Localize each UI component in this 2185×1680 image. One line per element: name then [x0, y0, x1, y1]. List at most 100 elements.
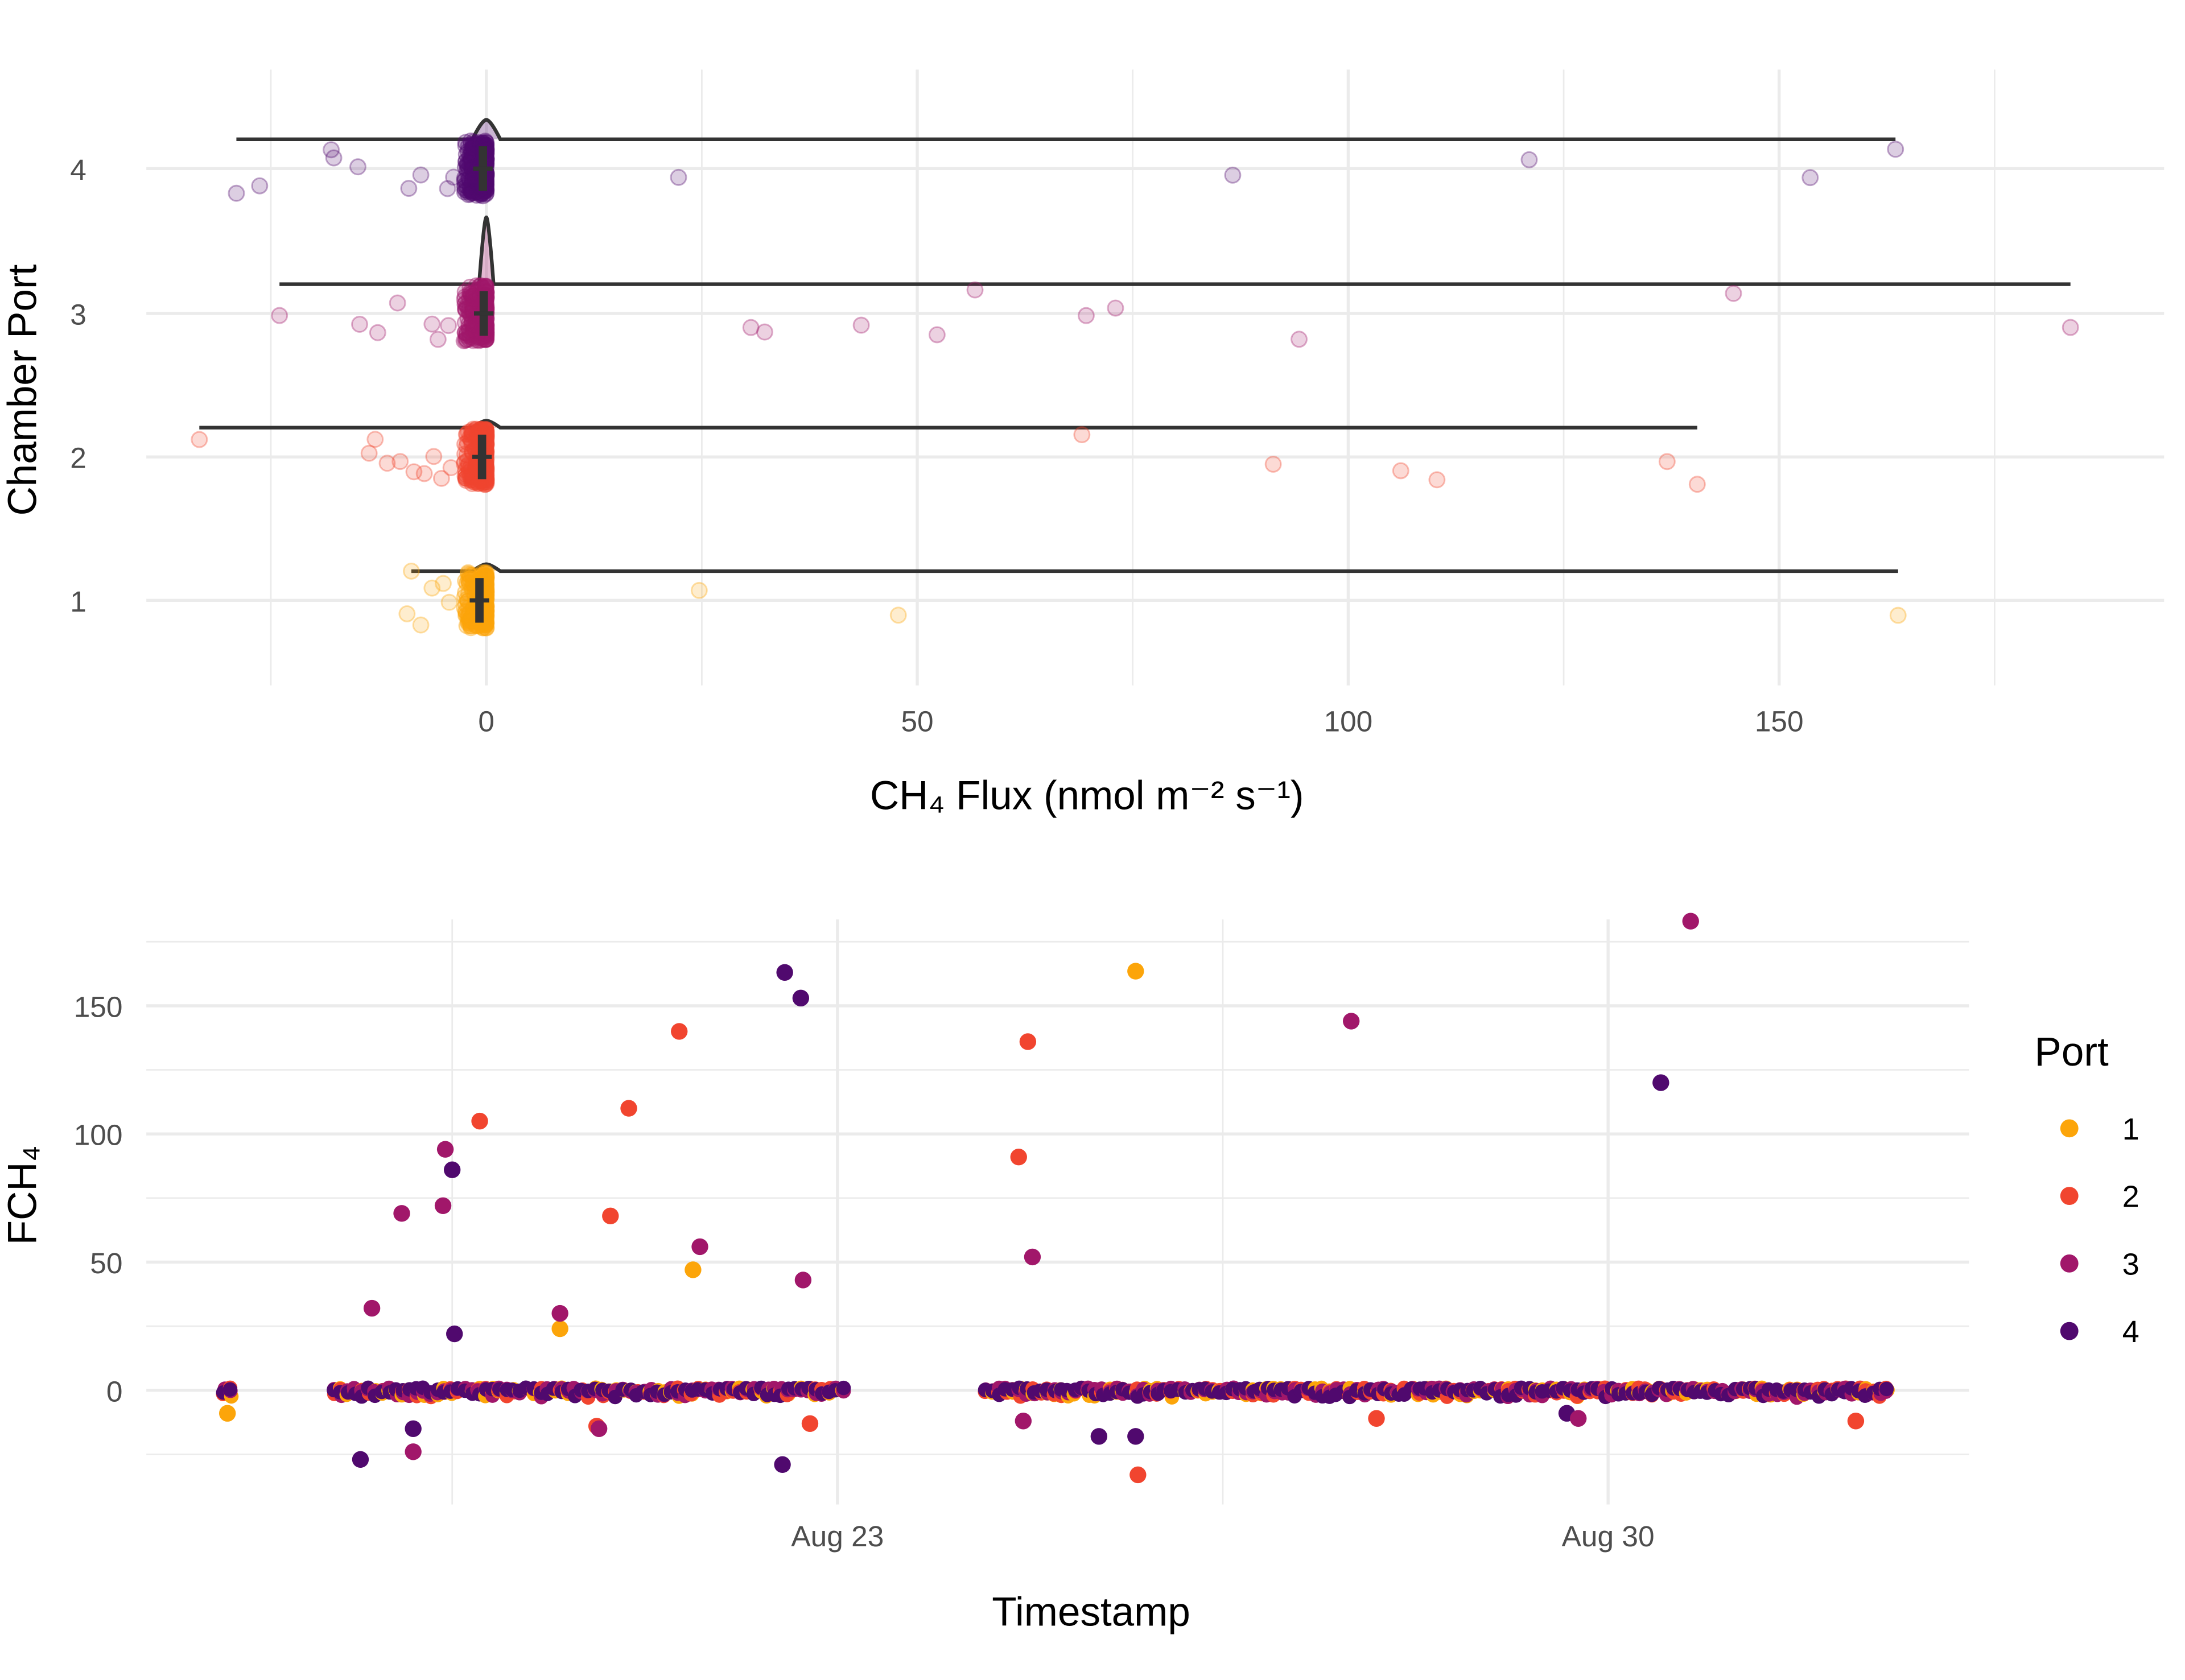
data-point [461, 468, 479, 485]
data-point [1520, 151, 1538, 168]
data-point [462, 472, 480, 489]
bottom-y-tick-labels: 0 50 100 150 [74, 990, 123, 1407]
data-point [459, 297, 476, 315]
data-point [463, 423, 480, 440]
data-point [460, 458, 477, 475]
data-point [460, 461, 478, 478]
data-point [459, 309, 476, 327]
data-point [464, 473, 481, 490]
data-point [460, 566, 478, 583]
data-point [389, 294, 406, 312]
data-point [457, 327, 475, 344]
data-point [457, 607, 475, 624]
legend-key-4 [2060, 1322, 2079, 1340]
data-point [461, 284, 479, 302]
x-tick-label: Aug 23 [791, 1520, 884, 1553]
data-point [461, 290, 478, 307]
data-point [456, 324, 474, 341]
data-point [457, 584, 474, 601]
data-point [457, 606, 475, 624]
data-point [461, 327, 478, 344]
data-point [398, 605, 416, 622]
bottom-gridlines [146, 919, 1969, 1505]
data-point [463, 286, 480, 303]
data-point [794, 1272, 812, 1289]
data-point [349, 158, 366, 176]
data-point [477, 620, 495, 637]
y-tick-label: 3 [70, 298, 86, 331]
data-point [468, 420, 485, 437]
x-tick-label: 50 [901, 705, 933, 738]
data-point [457, 461, 474, 479]
data-point [456, 445, 473, 463]
x-tick-label: 100 [1324, 705, 1372, 738]
data-point [1010, 1149, 1027, 1166]
data-point [1570, 1410, 1587, 1427]
port-1-group [398, 562, 1907, 637]
data-point [1887, 141, 1904, 158]
data-point [461, 285, 479, 302]
data-point [458, 331, 476, 349]
data-point [463, 314, 480, 332]
data-point [691, 1238, 708, 1256]
top-x-axis-title: CH₄ Flux (nmol m⁻² s⁻¹) [870, 774, 1304, 819]
legend-label-3: 3 [2122, 1247, 2139, 1281]
y-tick-label: 2 [70, 441, 86, 474]
data-point [756, 323, 773, 341]
data-point [460, 464, 477, 481]
data-point [477, 422, 495, 439]
timeseries-panel: 0 50 100 150 Aug 23 Aug 30 Timestamp FCH₄ Po… [1, 913, 2139, 1635]
data-point [464, 332, 482, 349]
data-point [325, 149, 343, 167]
data-point [690, 581, 708, 599]
data-point [423, 579, 441, 597]
data-point [457, 466, 475, 484]
data-point [464, 471, 481, 489]
raincloud-panel: 1 2 3 4 0 50 100 150 CH₄ Flux (nmol m⁻² s⁻¹) C… [1, 69, 2165, 819]
data-point [801, 1415, 819, 1432]
data-point [1224, 166, 1242, 184]
data-point [477, 564, 494, 582]
data-point [423, 315, 441, 333]
data-point [446, 1325, 463, 1343]
legend: Port 1 2 3 4 [2035, 1030, 2139, 1349]
data-point [459, 452, 476, 469]
data-point [369, 324, 386, 341]
data-point [219, 1405, 236, 1422]
data-point [464, 423, 481, 440]
data-point [425, 448, 443, 465]
data-point [464, 184, 481, 201]
data-point [459, 434, 476, 451]
data-point [458, 324, 476, 341]
data-point [400, 180, 418, 197]
data-point [440, 317, 457, 335]
data-point [457, 426, 475, 443]
data-point [1428, 471, 1446, 489]
data-point [456, 291, 473, 308]
port-2-group [191, 419, 1706, 493]
top-y-tick-labels: 1 2 3 4 [70, 153, 86, 618]
data-point [1801, 169, 1819, 187]
data-point [459, 565, 477, 583]
data-point [464, 475, 481, 492]
data-point [620, 1100, 637, 1117]
data-point [191, 431, 208, 448]
data-point [460, 319, 477, 336]
data-point [363, 1299, 381, 1317]
data-point [462, 619, 480, 637]
data-point [471, 278, 488, 295]
data-point [776, 964, 793, 981]
data-point [590, 1420, 608, 1437]
data-point [463, 617, 480, 635]
data-point [1343, 1013, 1360, 1030]
data-point [402, 562, 420, 580]
data-point [442, 459, 460, 477]
data-point [460, 302, 477, 320]
data-point [456, 588, 473, 605]
baseline-point [222, 1382, 238, 1397]
data-point [1015, 1413, 1032, 1430]
data-point [465, 330, 483, 347]
data-point [405, 1443, 422, 1460]
data-point [461, 430, 479, 447]
